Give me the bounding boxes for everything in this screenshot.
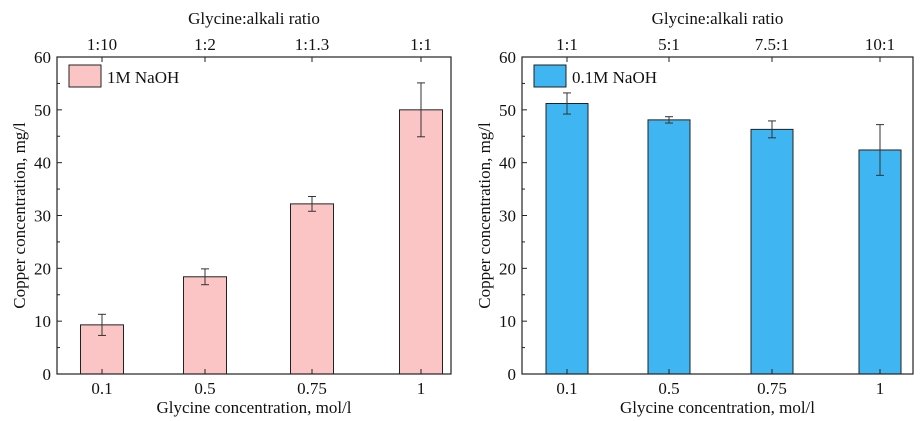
- x-axis-title: Glycine concentration, mol/l: [620, 398, 815, 417]
- chart-panel-1: 0 10 20 30 40 50 60 0.1 0.5 0.75 1 1:10 1:2 1:1.3 1:1 G…: [10, 9, 452, 417]
- legend-swatch: [533, 64, 567, 88]
- top-axis-title: Glycine:alkali ratio: [188, 9, 320, 28]
- legend-label: 1M NaOH: [107, 68, 179, 87]
- bar-0_75: [290, 203, 334, 375]
- top-tick-label: 1:2: [194, 35, 216, 54]
- x-tick-label: 0.75: [757, 379, 787, 398]
- top-tick-label: 5:1: [658, 35, 680, 54]
- top-tick-label: 1:10: [87, 35, 117, 54]
- y-tick-label: 60: [34, 48, 51, 67]
- y-tick-label: 30: [34, 207, 51, 226]
- bar-0_5: [647, 119, 691, 375]
- top-tick-label: 7.5:1: [755, 35, 789, 54]
- error-bar-1: [417, 82, 425, 138]
- y-tick-label: 40: [499, 154, 516, 173]
- x-tick-label: 1: [417, 379, 426, 398]
- error-bar-0_5: [665, 116, 673, 124]
- top-axis-title: Glycine:alkali ratio: [652, 9, 784, 28]
- error-bar-0_1: [563, 92, 571, 115]
- y-axis-title: Copper concentration, mg/l: [475, 122, 494, 309]
- x-tick-label: 0.1: [556, 379, 577, 398]
- legend-label: 0.1M NaOH: [572, 68, 657, 87]
- y-tick-label: 50: [499, 101, 516, 120]
- chart-panel-2: 0 10 20 30 40 50 60 0.1 0.5 0.75 1 1:1 5:1 7.5:1 10:1 G…: [475, 9, 914, 417]
- top-tick-label: 1:1.3: [295, 35, 329, 54]
- y-tick-label: 30: [499, 207, 516, 226]
- y-tick-label: 10: [499, 312, 516, 331]
- y-tick-label: 40: [34, 154, 51, 173]
- x-tick-label: 0.1: [91, 379, 112, 398]
- legend-swatch: [68, 64, 102, 88]
- top-tick-label: 1:1: [556, 35, 578, 54]
- error-bar-0_5: [201, 268, 209, 286]
- x-axis-title: Glycine concentration, mol/l: [157, 398, 352, 417]
- x-tick-label: 1: [876, 379, 885, 398]
- y-tick-label: 20: [34, 259, 51, 278]
- bar-1: [399, 109, 443, 375]
- y-tick-label: 50: [34, 101, 51, 120]
- y-tick-label: 0: [508, 365, 517, 384]
- y-tick-label: 10: [34, 312, 51, 331]
- y-axis-title: Copper concentration, mg/l: [10, 122, 29, 309]
- x-tick-label: 0.5: [658, 379, 679, 398]
- bar-0_5: [183, 276, 227, 375]
- error-bar-0_75: [308, 195, 316, 212]
- x-tick-label: 0.75: [297, 379, 327, 398]
- y-tick-label: 60: [499, 48, 516, 67]
- y-tick-label: 0: [43, 365, 52, 384]
- bar-0_1: [545, 102, 589, 375]
- top-tick-label: 1:1: [410, 35, 432, 54]
- error-bar-0_1: [98, 313, 106, 336]
- legend: 1M NaOH: [68, 64, 179, 88]
- x-tick-label: 0.5: [194, 379, 215, 398]
- bar-1: [858, 149, 902, 375]
- error-bar-0_75: [768, 120, 776, 139]
- top-tick-label: 10:1: [865, 35, 895, 54]
- bar-0_75: [750, 128, 794, 375]
- error-bar-1: [876, 124, 884, 176]
- legend: 0.1M NaOH: [533, 64, 657, 88]
- y-tick-label: 20: [499, 259, 516, 278]
